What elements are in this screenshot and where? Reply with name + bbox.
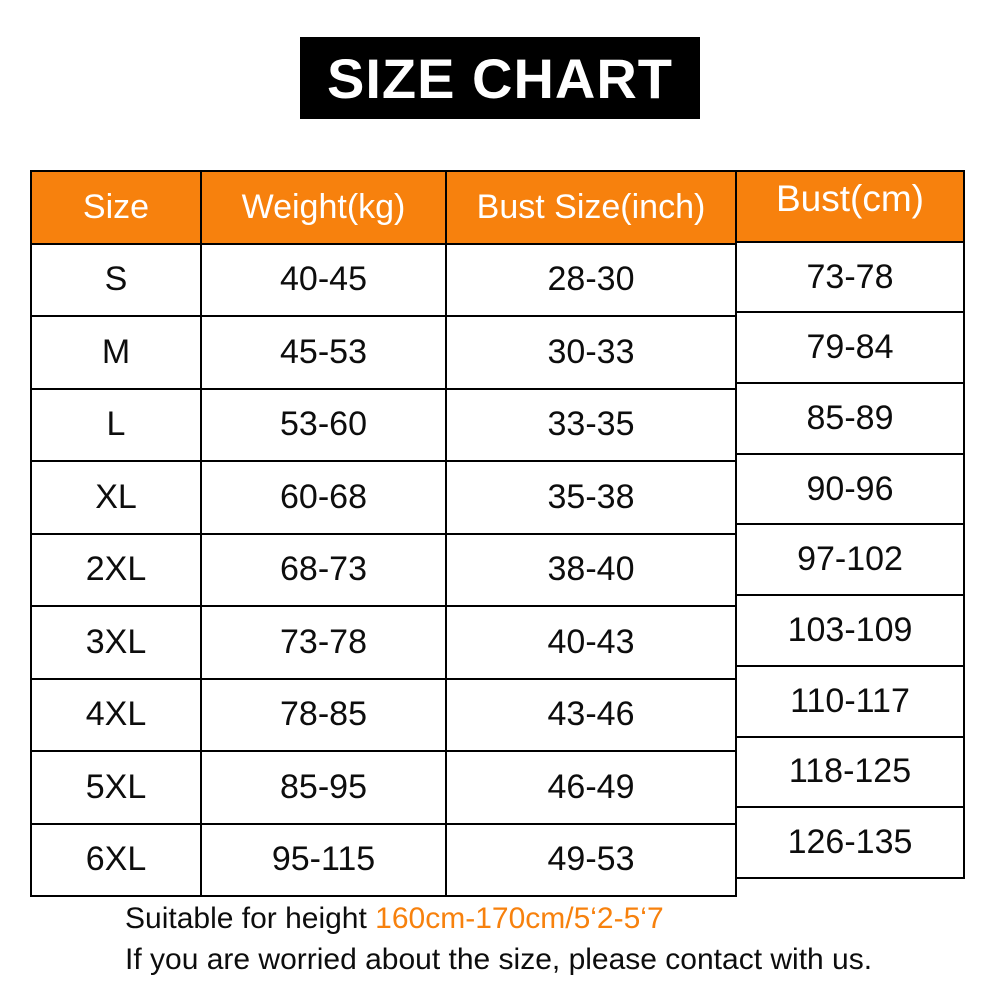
header-cell-bust-cm: Bust(cm) [737, 172, 965, 243]
table-cell-inch: 35-38 [447, 462, 737, 535]
table-cell-inch: 49-53 [447, 824, 737, 897]
header-cell-weight: Weight(kg) [202, 172, 447, 245]
table-cell-size: 6XL [32, 824, 202, 897]
table-cell-weight: 68-73 [202, 534, 447, 607]
table-cell-cm: 90-96 [737, 454, 965, 526]
table-cell-size: 4XL [32, 679, 202, 752]
size-chart-banner: SIZE CHART [300, 37, 700, 119]
footer-height-range: 160cm-170cm/5‘2-5‘7 [375, 902, 664, 935]
footer-height-prefix: Suitable for height [125, 902, 376, 935]
table-cell-inch: 46-49 [447, 752, 737, 825]
table-cell-size: XL [32, 462, 202, 535]
table-cell-inch: 43-46 [447, 679, 737, 752]
table-cell-weight: 45-53 [202, 317, 447, 390]
table-cell-weight: 73-78 [202, 607, 447, 680]
table-cell-weight: 95-115 [202, 824, 447, 897]
footer-notes: Suitable for height 160cm-170cm/5‘2-5‘7 … [125, 898, 872, 980]
table-cell-size: 3XL [32, 607, 202, 680]
table-cell-cm: 110-117 [737, 666, 965, 738]
table-cell-size: S [32, 244, 202, 317]
table-cell-inch: 30-33 [447, 317, 737, 390]
table-cell-weight: 85-95 [202, 752, 447, 825]
table-cell-weight: 40-45 [202, 244, 447, 317]
banner-title: SIZE CHART [327, 46, 673, 110]
table-cell-inch: 33-35 [447, 389, 737, 462]
table-cell-cm: 118-125 [737, 737, 965, 809]
table-cell-size: M [32, 317, 202, 390]
table-cell-cm: 85-89 [737, 384, 965, 455]
table-cell-size: L [32, 389, 202, 462]
table-cell-size: 5XL [32, 752, 202, 825]
size-chart-table: Size Weight(kg) Bust Size(inch) S 40-45 … [30, 170, 965, 900]
table-bust-cm-column: Bust(cm) 73-78 79-84 85-89 90-96 97-102 … [737, 170, 965, 879]
table-cell-inch: 40-43 [447, 607, 737, 680]
table-cell-weight: 53-60 [202, 389, 447, 462]
table-cell-cm: 103-109 [737, 596, 965, 667]
footer-line-contact: If you are worried about the size, pleas… [125, 943, 873, 976]
table-cell-size: 2XL [32, 534, 202, 607]
table-cell-cm: 126-135 [737, 808, 965, 879]
header-cell-bust-inch: Bust Size(inch) [447, 172, 737, 245]
table-cell-weight: 78-85 [202, 679, 447, 752]
table-cell-inch: 28-30 [447, 244, 737, 317]
table-cell-inch: 38-40 [447, 534, 737, 607]
table-cell-weight: 60-68 [202, 462, 447, 535]
table-cell-cm: 73-78 [737, 242, 965, 314]
footer-line-height: Suitable for height 160cm-170cm/5‘2-5‘7 [125, 898, 872, 939]
table-cell-cm: 97-102 [737, 525, 965, 597]
header-cell-size: Size [32, 172, 202, 245]
table-cell-cm: 79-84 [737, 313, 965, 385]
table-main-columns: Size Weight(kg) Bust Size(inch) S 40-45 … [30, 170, 737, 897]
